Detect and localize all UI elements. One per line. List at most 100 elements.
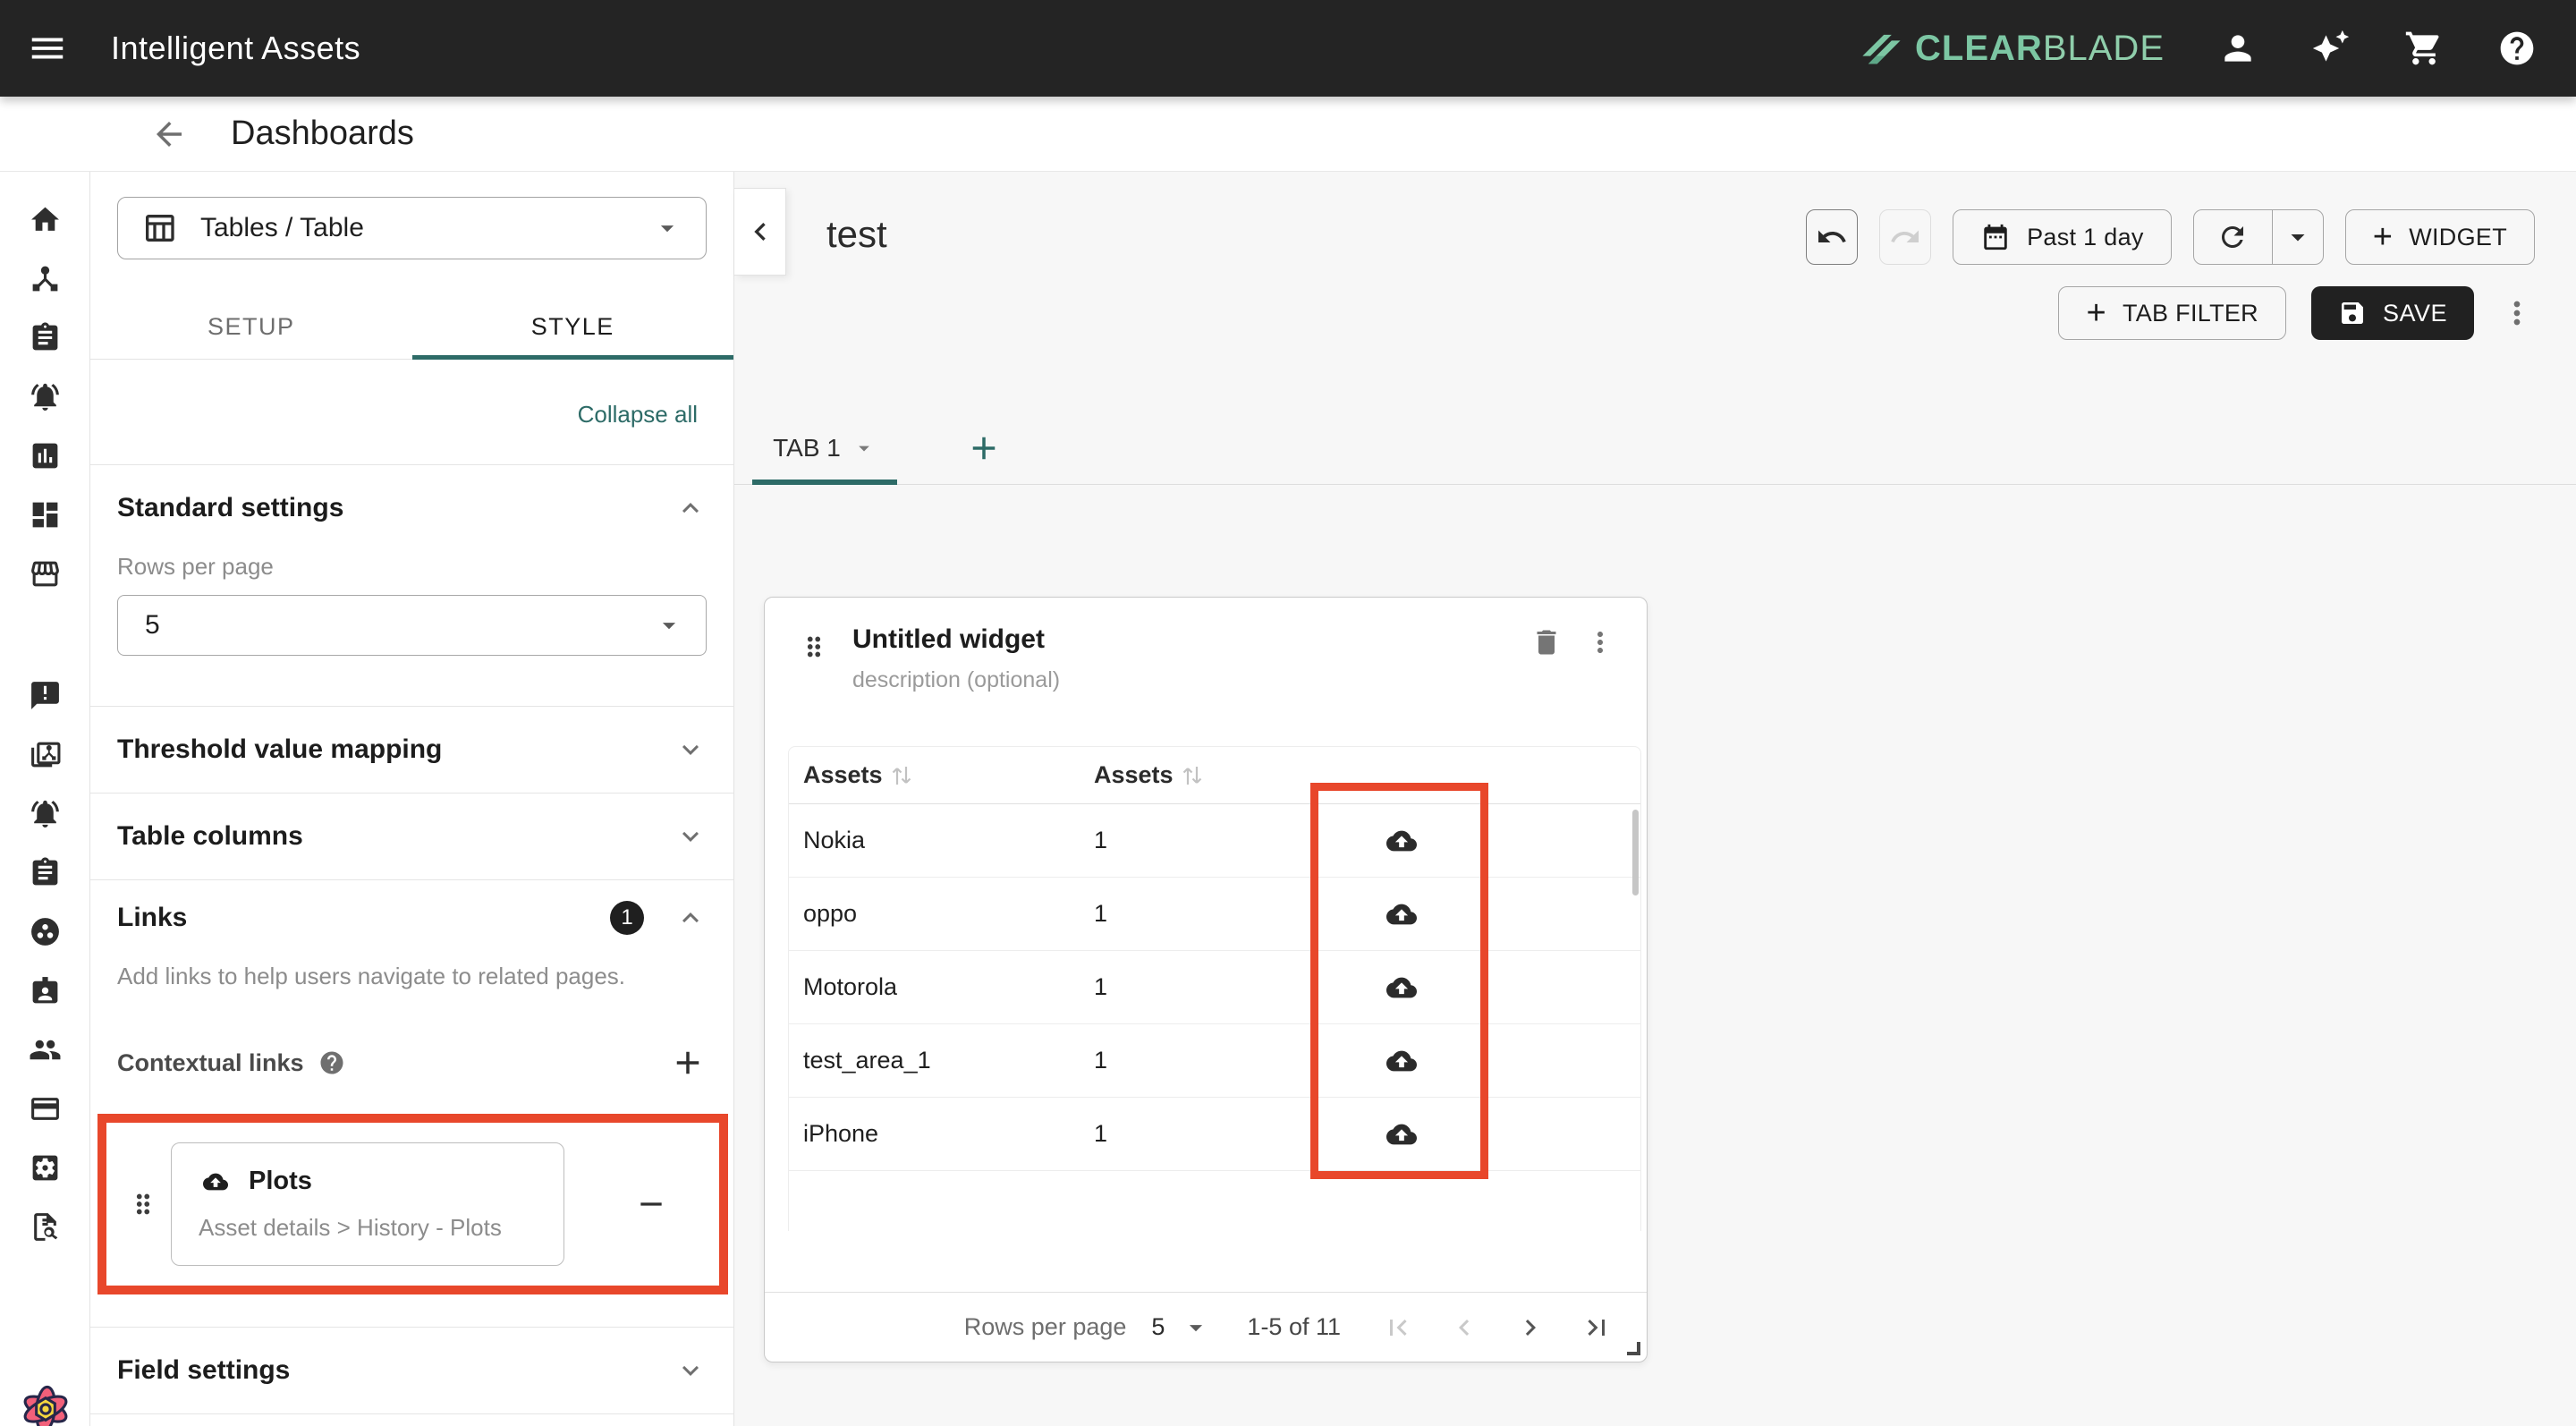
section-threshold-mapping[interactable]: Threshold value mapping <box>117 707 707 793</box>
cell-asset-count: 1 <box>1094 900 1108 927</box>
tab-1[interactable]: TAB 1 <box>752 412 897 485</box>
first-page-icon[interactable] <box>1382 1311 1414 1344</box>
next-page-icon[interactable] <box>1514 1311 1546 1344</box>
widget-type-select[interactable]: Tables / Table <box>117 197 707 259</box>
tab-style[interactable]: STYLE <box>411 295 734 360</box>
nav-settings-icon[interactable] <box>29 1138 62 1197</box>
back-arrow-icon[interactable] <box>150 115 188 153</box>
dropdown-caret-icon <box>652 213 682 243</box>
breadcrumb: Dashboards <box>0 97 2576 172</box>
cell-asset-name: iPhone <box>803 1120 879 1147</box>
sort-icon[interactable] <box>890 762 913 789</box>
nav-operators-icon[interactable] <box>29 961 62 1020</box>
redo-button[interactable] <box>1879 209 1932 265</box>
widget-drag-handle-icon[interactable] <box>799 632 829 693</box>
dropdown-caret-icon <box>654 610 684 641</box>
section-table-columns[interactable]: Table columns <box>117 794 707 879</box>
collapse-panel-button[interactable] <box>734 188 786 276</box>
menu-icon[interactable] <box>27 28 68 69</box>
time-range-button[interactable]: Past 1 day <box>1953 209 2172 265</box>
rows-per-page-select[interactable]: 5 <box>117 595 707 656</box>
tab-setup[interactable]: SETUP <box>207 313 295 340</box>
contextual-link-card[interactable]: Plots Asset details > History - Plots <box>171 1142 564 1266</box>
sparkle-ai-icon[interactable] <box>2311 29 2351 68</box>
nav-tasks-icon[interactable] <box>29 843 62 902</box>
table-row[interactable]: test_area_1 1 <box>789 1024 1640 1098</box>
redo-icon <box>1891 230 1919 242</box>
add-widget-button[interactable]: + WIDGET <box>2344 209 2535 265</box>
cloud-upload-icon[interactable] <box>1330 899 1473 929</box>
collapse-all-link[interactable]: Collapse all <box>577 401 698 428</box>
drag-handle-icon[interactable] <box>115 1189 171 1219</box>
nav-asset-types-icon[interactable] <box>29 725 62 784</box>
section-links[interactable]: Links 1 <box>117 880 707 955</box>
nav-dashboards-icon[interactable] <box>29 485 62 544</box>
nav-alerts-icon[interactable] <box>29 367 62 426</box>
table-row[interactable]: Nokia 1 <box>789 804 1640 878</box>
annotation-rectangle-links: Plots Asset details > History - Plots <box>97 1114 728 1294</box>
table-row[interactable]: oppo 1 <box>789 878 1640 951</box>
add-tab-filter-button[interactable]: + TAB FILTER <box>2058 286 2286 340</box>
dashboard-more-button[interactable] <box>2499 295 2535 331</box>
table-pagination: Rows per page 5 1-5 of 11 <box>765 1292 1647 1362</box>
cloud-upload-icon <box>203 1173 228 1190</box>
sort-icon[interactable] <box>1181 762 1204 789</box>
cell-asset-name: Motorola <box>803 973 898 1000</box>
refresh-options-button[interactable] <box>2273 210 2323 264</box>
cloud-upload-icon[interactable] <box>1330 972 1473 1003</box>
widget-settings-panel: Tables / Table SETUP STYLE Collapse all … <box>90 172 734 1426</box>
widget-more-button[interactable] <box>1584 626 1616 658</box>
nav-reports-icon[interactable] <box>29 426 62 485</box>
widget-description[interactable]: description (optional) <box>852 667 1061 692</box>
nav-groups-icon[interactable] <box>29 902 62 961</box>
table-widget-card[interactable]: Untitled widget description (optional) A… <box>764 597 1648 1362</box>
last-page-icon[interactable] <box>1580 1311 1613 1344</box>
nav-marketplace-icon[interactable] <box>29 544 62 603</box>
nav-audit-logs-icon[interactable] <box>29 1197 62 1256</box>
column-header-assets-2[interactable]: Assets <box>1080 761 1330 789</box>
cell-asset-count: 1 <box>1094 827 1108 853</box>
nav-feedback-icon[interactable] <box>29 666 62 725</box>
table-row[interactable]: iPhone 1 <box>789 1098 1640 1171</box>
account-icon[interactable] <box>2218 29 2258 68</box>
section-standard-settings[interactable]: Standard settings <box>117 465 707 551</box>
nav-users-icon[interactable] <box>29 1020 62 1079</box>
cell-asset-name: Nokia <box>803 827 866 853</box>
column-header-assets[interactable]: Assets <box>789 761 1080 789</box>
clearblade-logo-icon <box>1856 25 1908 72</box>
widget-resize-handle[interactable] <box>1627 1342 1640 1355</box>
table-row[interactable]: Motorola 1 <box>789 951 1640 1024</box>
nav-billing-icon[interactable] <box>29 1079 62 1138</box>
marketplace-cart-icon[interactable] <box>2404 29 2444 68</box>
section-field-settings[interactable]: Field settings <box>117 1328 707 1413</box>
nav-work-orders-icon[interactable] <box>29 308 62 367</box>
add-tab-button[interactable] <box>965 429 1003 467</box>
undo-button[interactable] <box>1806 209 1859 265</box>
add-contextual-link-button[interactable] <box>669 1044 707 1082</box>
rows-per-page-value[interactable]: 5 <box>1151 1313 1165 1340</box>
nav-asset-tree-icon[interactable] <box>29 249 62 308</box>
undo-icon <box>1818 230 1846 242</box>
nav-alarms-icon[interactable] <box>29 784 62 843</box>
refresh-button[interactable] <box>2194 210 2273 264</box>
chevron-left-icon <box>753 223 766 241</box>
cloud-upload-icon[interactable] <box>1330 826 1473 856</box>
save-icon <box>2341 302 2363 324</box>
widget-title[interactable]: Untitled widget <box>852 624 1045 654</box>
nav-home-icon[interactable] <box>29 190 62 249</box>
chevron-down-icon <box>674 1354 707 1387</box>
table-icon <box>146 215 174 242</box>
calendar-icon <box>1984 224 2007 250</box>
help-circle-icon[interactable] <box>318 1049 345 1076</box>
cloud-upload-icon[interactable] <box>1330 1046 1473 1076</box>
dropdown-caret-icon[interactable] <box>1181 1312 1211 1343</box>
remove-link-button[interactable] <box>633 1186 669 1222</box>
refresh-split-button <box>2192 209 2324 265</box>
help-icon[interactable] <box>2497 29 2537 68</box>
atom-flower-icon[interactable] <box>16 1378 75 1426</box>
save-button[interactable]: SAVE <box>2310 286 2474 340</box>
cloud-upload-icon[interactable] <box>1330 1119 1473 1150</box>
previous-page-icon[interactable] <box>1448 1311 1480 1344</box>
delete-widget-button[interactable] <box>1530 626 1563 658</box>
table-scrollbar[interactable] <box>1632 810 1639 895</box>
